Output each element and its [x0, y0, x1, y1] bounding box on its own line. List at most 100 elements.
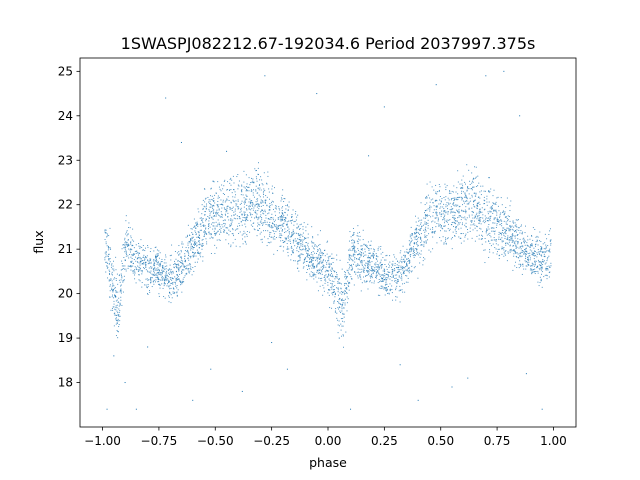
data-point [387, 271, 389, 273]
data-point [450, 224, 452, 226]
data-point [355, 273, 357, 275]
data-point [125, 252, 127, 254]
data-point [454, 235, 456, 237]
data-point [409, 250, 411, 252]
data-point [153, 250, 155, 252]
data-point [223, 231, 225, 233]
data-point [531, 271, 533, 273]
data-point [268, 191, 270, 193]
data-point [498, 238, 500, 240]
data-point [287, 246, 289, 248]
data-point [432, 198, 434, 200]
data-point [290, 242, 292, 244]
data-point [471, 180, 473, 182]
data-point [114, 308, 116, 310]
data-point [509, 245, 511, 247]
data-point [218, 214, 220, 216]
data-point [358, 258, 360, 260]
data-point [450, 238, 452, 240]
data-point [490, 206, 492, 208]
data-point [488, 256, 490, 258]
data-point [533, 247, 535, 249]
data-point [112, 284, 114, 286]
data-point [421, 225, 423, 227]
data-point [497, 219, 499, 221]
data-point [381, 264, 383, 266]
data-point [486, 228, 488, 230]
data-point [145, 269, 147, 271]
data-point [256, 180, 258, 182]
data-point [409, 256, 411, 258]
data-point [362, 229, 364, 231]
data-point [504, 216, 506, 218]
data-point [106, 235, 108, 237]
data-point [364, 248, 366, 250]
data-point [384, 259, 386, 261]
data-point [243, 201, 245, 203]
data-point [448, 204, 450, 206]
data-point [413, 243, 415, 245]
data-point [357, 253, 359, 255]
data-point [211, 211, 213, 213]
data-point [252, 222, 254, 224]
data-point [144, 257, 146, 259]
data-point [226, 232, 228, 234]
data-point [472, 186, 474, 188]
data-point [122, 291, 124, 293]
data-point [420, 250, 422, 252]
data-point [341, 298, 343, 300]
data-point [417, 251, 419, 253]
data-point [226, 198, 228, 200]
data-point [205, 220, 207, 222]
data-point [402, 245, 404, 247]
data-point [489, 232, 491, 234]
data-point [304, 237, 306, 239]
data-point [514, 231, 516, 233]
data-point [241, 185, 243, 187]
data-point [515, 219, 517, 221]
data-point [500, 220, 502, 222]
data-point [134, 250, 136, 252]
data-point [361, 245, 363, 247]
data-point [432, 248, 434, 250]
data-point [477, 205, 479, 207]
data-point [481, 207, 483, 209]
data-point [482, 185, 484, 187]
data-point [500, 238, 502, 240]
data-point [534, 261, 536, 263]
data-point [373, 280, 375, 282]
data-point [391, 269, 393, 271]
data-point [386, 288, 388, 290]
data-point [165, 274, 167, 276]
data-point [181, 271, 183, 273]
data-point [449, 190, 451, 192]
data-point [307, 253, 309, 255]
data-point [228, 243, 230, 245]
data-point [344, 271, 346, 273]
data-point [370, 257, 372, 259]
data-point [442, 206, 444, 208]
data-point [328, 262, 330, 264]
data-point [429, 228, 431, 230]
data-point [515, 231, 517, 233]
data-point [519, 254, 521, 256]
data-point [109, 261, 111, 263]
data-point [453, 185, 455, 187]
data-point [354, 241, 356, 243]
data-point [375, 258, 377, 260]
data-point [111, 289, 113, 291]
data-point [342, 334, 344, 336]
data-point [150, 258, 152, 260]
data-point [196, 242, 198, 244]
data-point [549, 251, 551, 253]
data-point [328, 289, 330, 291]
data-point [477, 215, 479, 217]
data-point [361, 261, 363, 263]
data-point [193, 255, 195, 257]
data-point [194, 239, 196, 241]
data-point [386, 289, 388, 291]
data-point [336, 317, 338, 319]
data-point [197, 258, 199, 260]
data-point [240, 190, 242, 192]
data-point [145, 278, 147, 280]
